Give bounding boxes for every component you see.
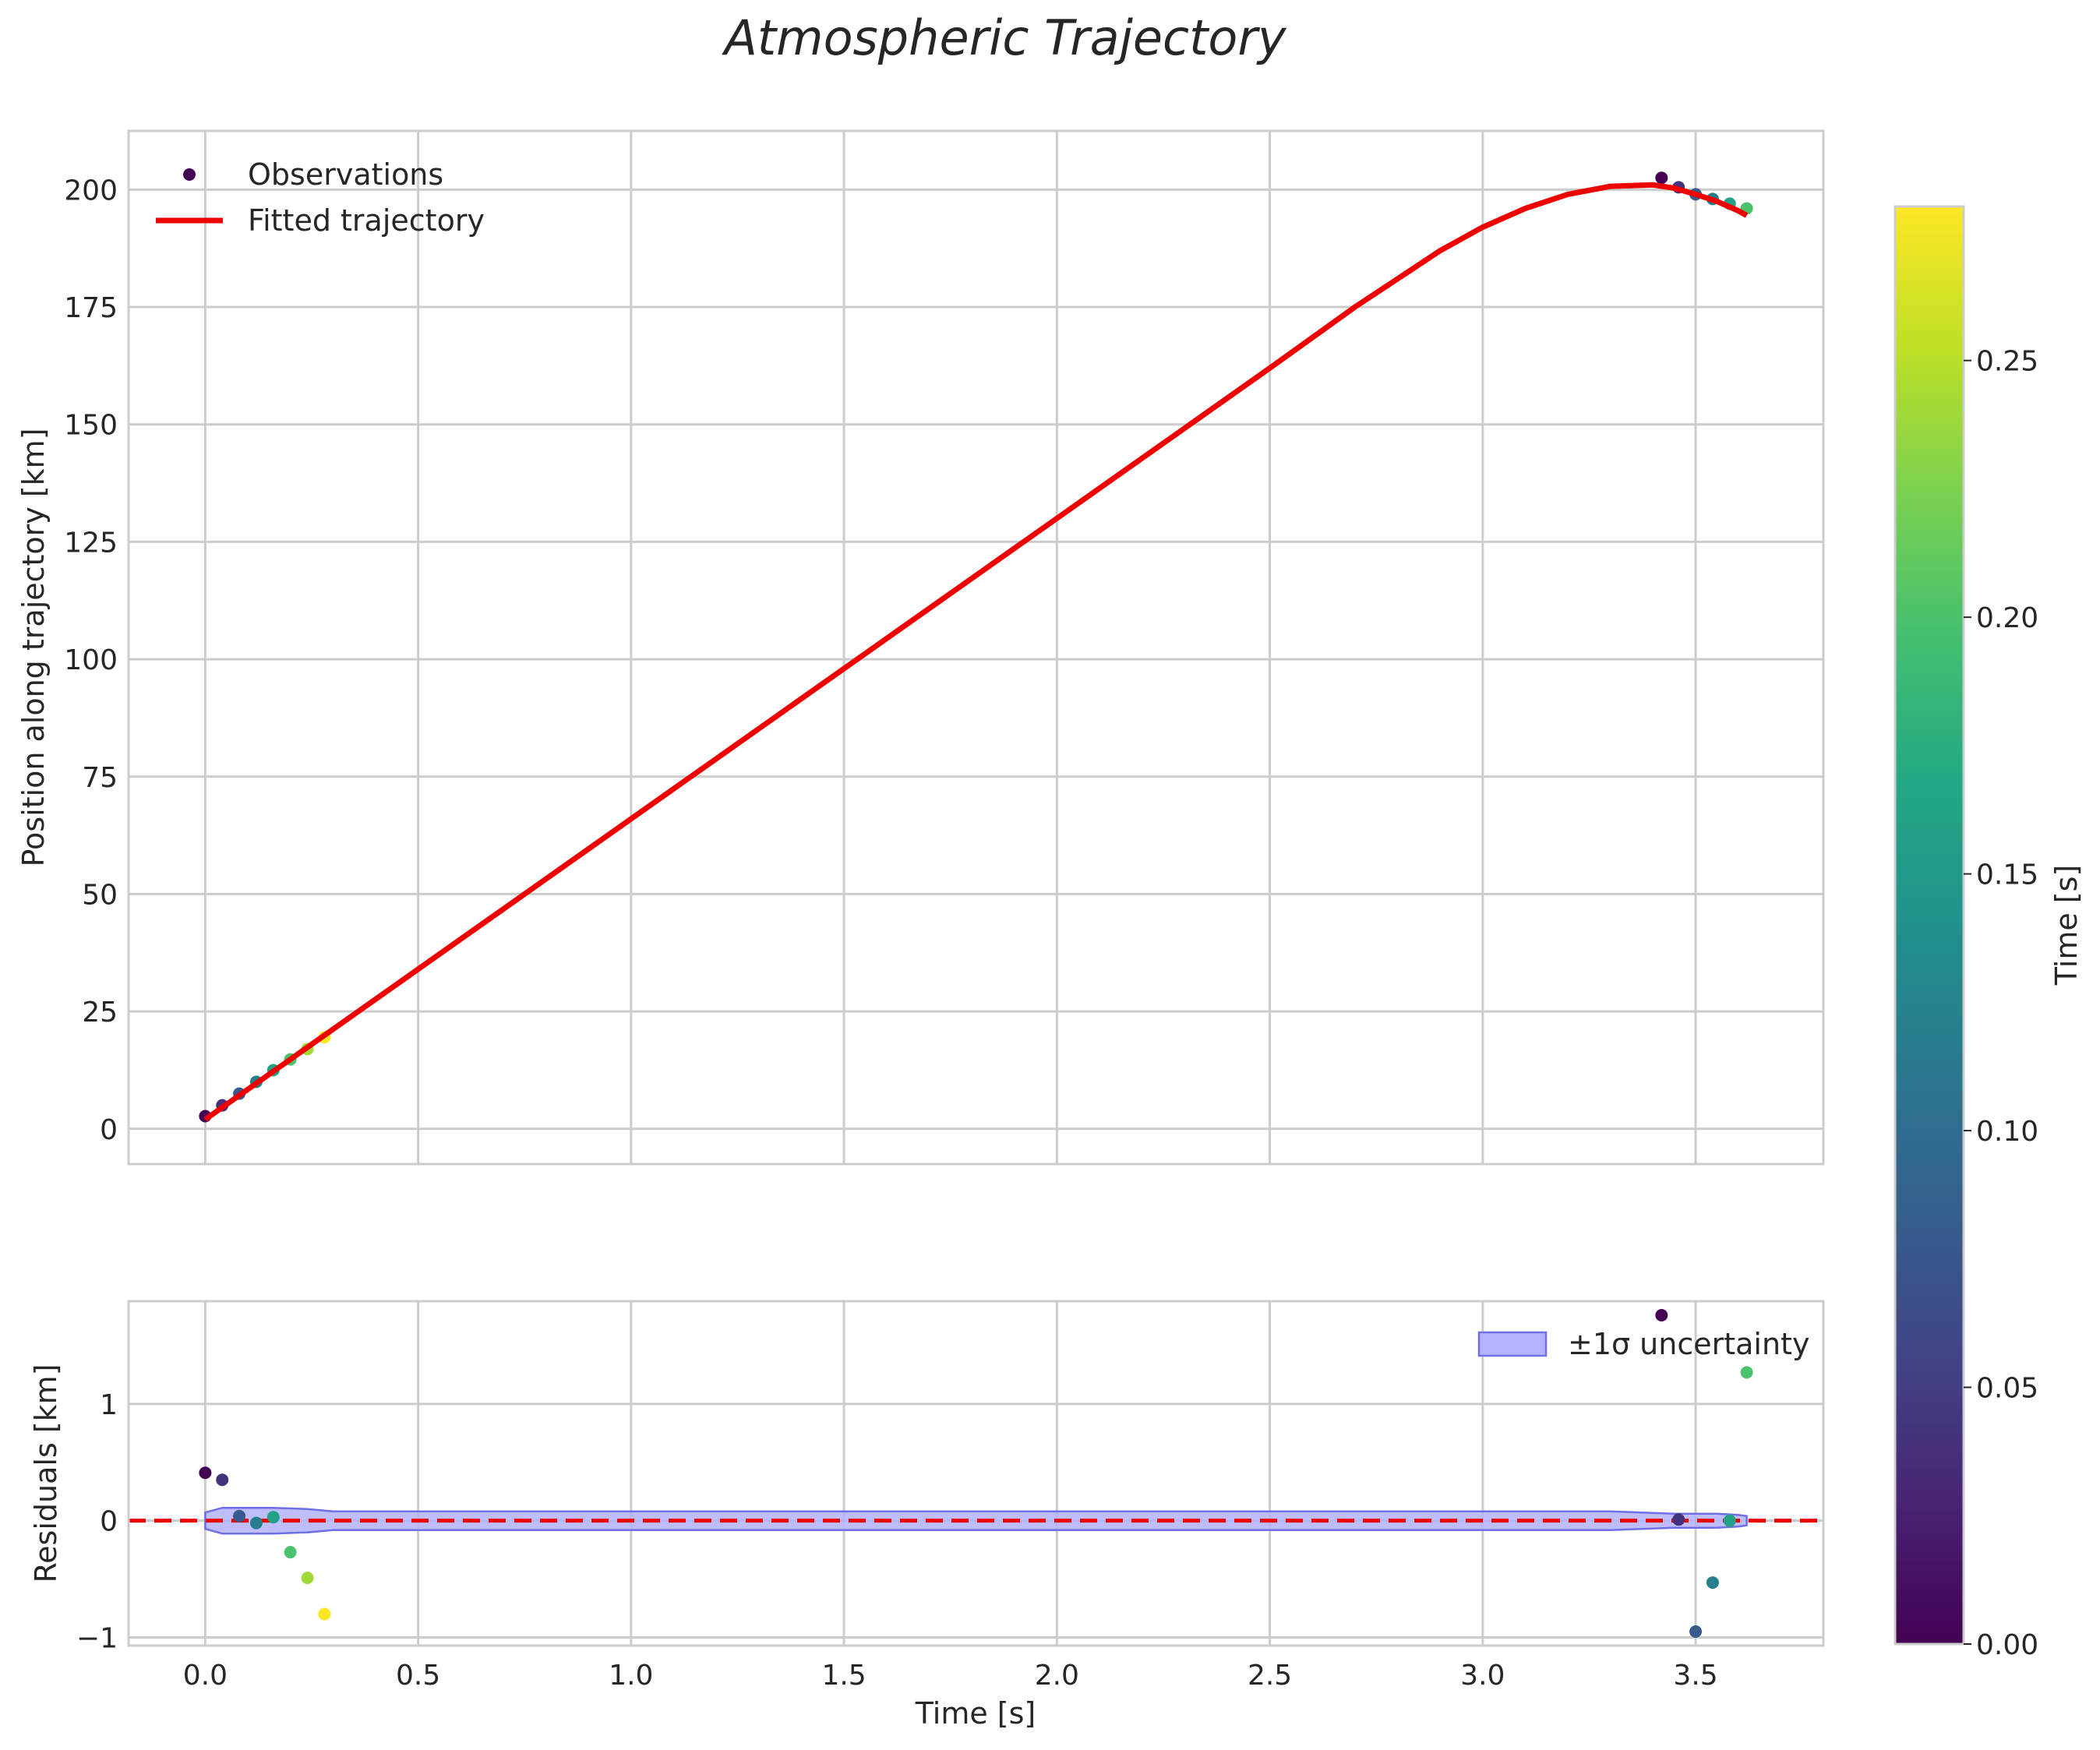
colorbar-tick-label: 0.10 [1976,1116,2038,1148]
observation-points [199,171,1753,1123]
top-legend: Observations Fitted trajectory [156,157,485,238]
top-y-tick-label: 100 [64,644,118,676]
x-tick-label: 3.0 [1460,1660,1505,1692]
colorbar-label: Time [s] [2049,865,2084,986]
residual-point [318,1607,331,1621]
top-y-tick-label: 150 [64,410,118,442]
top-y-tick-label: 75 [82,762,118,794]
residual-point [216,1473,229,1487]
fitted-trajectory-line [203,182,1749,1122]
trajectory-panel: 0 25 50 75 100 125 150 175 200 Position along tr… [16,129,1825,1166]
residual-point [1706,1576,1719,1589]
colorbar-ticks: 0.00 0.05 0.10 0.15 0.20 0.25 [1964,346,2038,1661]
observation-point [1655,171,1668,185]
uncertainty-band [204,1506,1748,1535]
top-y-tick-label: 50 [82,879,118,911]
top-y-tick-label: 175 [64,292,118,324]
legend-fit-label: Fitted trajectory [248,203,485,238]
legend-band-label: ±1σ uncertainty [1568,1327,1809,1361]
residual-point [199,1466,212,1480]
bottom-y-tick-label: 1 [100,1389,118,1421]
bottom-y-axis-label: Residuals [km] [29,1364,63,1582]
colorbar-tick-label: 0.25 [1976,346,2038,378]
residual-point [1689,1625,1703,1639]
colorbar-tick-label: 0.00 [1976,1629,2038,1661]
residual-point [249,1516,263,1529]
residual-point [266,1511,280,1524]
top-y-tick-label: 0 [100,1114,118,1146]
x-tick-label: 1.5 [821,1660,866,1692]
residual-point [301,1572,314,1585]
colorbar-tick-label: 0.05 [1976,1373,2038,1405]
x-tick-label: 2.5 [1248,1660,1292,1692]
residuals-panel: −1 0 1 0.0 0.5 1.0 1.5 2.0 2.5 3.0 3.5 Residuals … [29,1300,1825,1731]
chart-title: Atmospheric Trajectory [721,9,1286,66]
bottom-axes-frame [127,1300,1825,1647]
top-axes-frame [127,129,1825,1166]
top-gridlines [129,131,1823,1164]
colorbar-gradient [1894,205,1965,1646]
bottom-y-tick-label: −1 [76,1623,118,1655]
residual-point [1723,1514,1736,1527]
bottom-legend: ±1σ uncertainty [1477,1327,1809,1361]
colorbar: 0.00 0.05 0.10 0.15 0.20 0.25 Time [s] [1894,205,2084,1661]
x-tick-label: 2.0 [1035,1660,1079,1692]
top-y-ticks: 0 25 50 75 100 125 150 175 200 [64,175,118,1145]
residual-point [1740,1366,1753,1379]
top-y-tick-label: 200 [64,175,118,206]
x-tick-label: 0.5 [396,1660,440,1692]
top-y-tick-label: 125 [64,527,118,559]
colorbar-tick-label: 0.15 [1976,859,2038,891]
residual-point [1672,1513,1685,1526]
top-y-tick-label: 25 [82,997,118,1028]
x-tick-label: 0.0 [183,1660,228,1692]
legend-band-marker [1477,1331,1548,1357]
bottom-y-tick-label: 0 [100,1506,118,1538]
x-tick-label: 3.5 [1673,1660,1717,1692]
residual-point [233,1509,246,1522]
x-tick-label: 1.0 [609,1660,653,1692]
residual-points [199,1308,1753,1639]
residual-point [284,1546,297,1559]
residual-point [1655,1308,1668,1321]
bottom-y-ticks: −1 0 1 [76,1389,118,1655]
top-y-axis-label: Position along trajectory [km] [16,428,51,866]
x-axis-label: Time [s] [915,1696,1036,1731]
legend-observations-marker [183,168,196,181]
colorbar-tick-label: 0.20 [1976,602,2038,634]
legend-observations-label: Observations [248,157,443,192]
bottom-x-ticks: 0.0 0.5 1.0 1.5 2.0 2.5 3.0 3.5 [183,1660,1718,1692]
